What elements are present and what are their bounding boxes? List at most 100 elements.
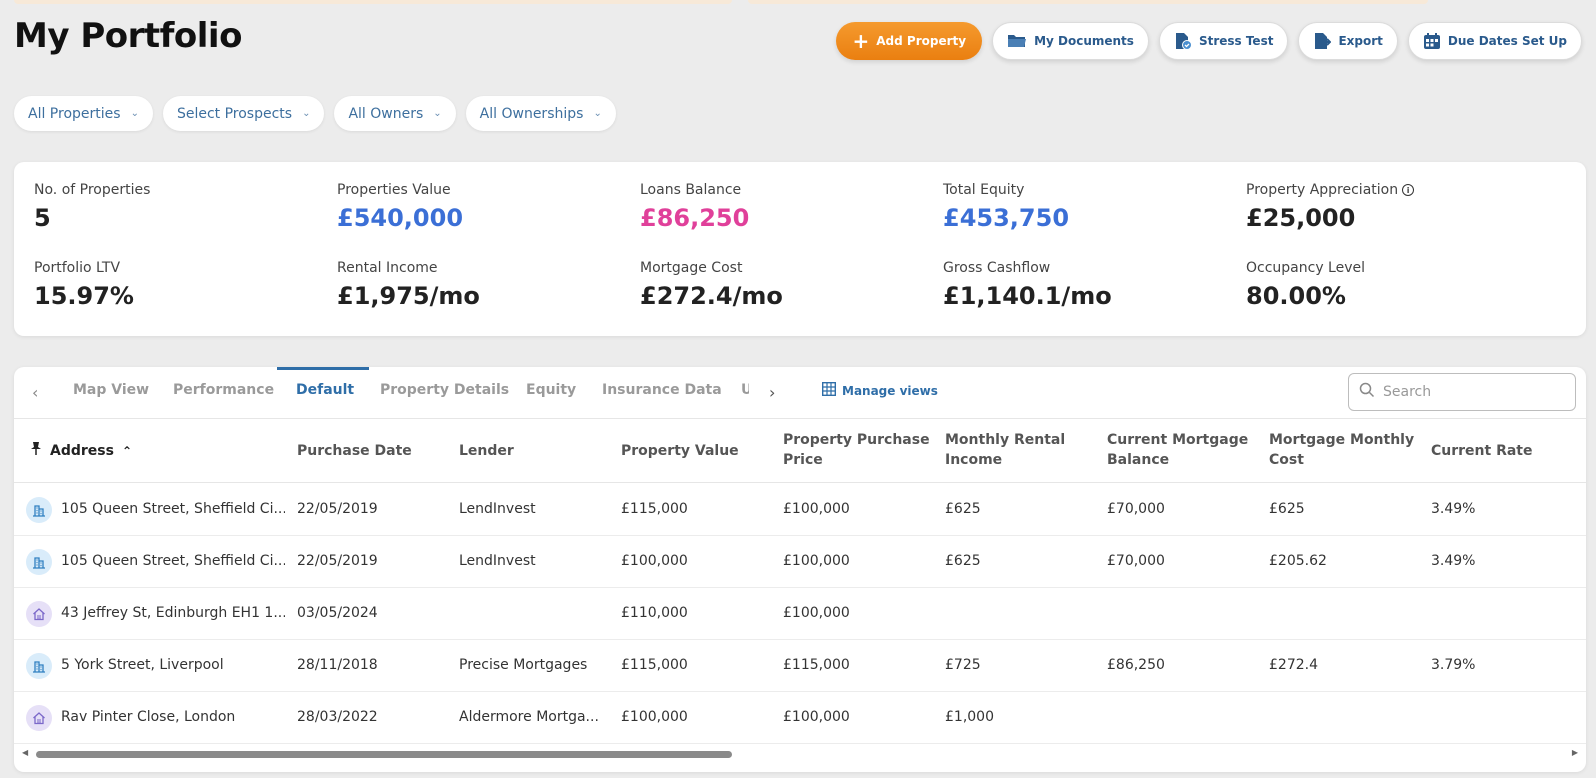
stat-mortgage-cost: Mortgage Cost £272.4/mo — [640, 260, 930, 310]
header-line: Balance — [1107, 452, 1170, 468]
column-header-property-value[interactable]: Property Value — [621, 443, 739, 459]
due-dates-label: Due Dates Set Up — [1447, 34, 1567, 48]
top-banner-right — [748, 0, 1428, 4]
cell-purchase-date: 28/11/2018 — [297, 657, 378, 673]
tab-default[interactable]: Default — [296, 382, 355, 398]
tab-insurance-data[interactable]: Insurance Data — [602, 382, 722, 398]
cell-rental-income: £1,000 — [945, 709, 994, 725]
toolbar: + Add Property My Documents Stress Test … — [836, 22, 1582, 60]
building-icon — [26, 653, 52, 679]
header-line: Income — [945, 452, 1003, 468]
search-input[interactable] — [1383, 384, 1563, 400]
grid-icon — [821, 381, 837, 399]
cell-mortgage-cost: £272.4 — [1269, 657, 1318, 673]
stat-value: £86,250 — [640, 204, 750, 232]
stat-label: Gross Cashflow — [943, 260, 1051, 276]
cell-address[interactable]: 105 Queen Street, Sheffield Ci... — [61, 501, 285, 517]
cell-current-rate: 3.49% — [1431, 501, 1476, 517]
stat-gross-cashflow: Gross Cashflow £1,140.1/mo — [943, 260, 1233, 310]
table-row[interactable]: 5 York Street, Liverpool 28/11/2018 Precis… — [14, 640, 1586, 692]
stat-value: 15.97% — [34, 282, 134, 310]
cell-purchase-date: 03/05/2024 — [297, 605, 378, 621]
properties-table-card: ‹ Map View Performance Default Property … — [14, 367, 1586, 772]
horizontal-scrollbar[interactable]: ◀ ▶ — [22, 748, 1578, 758]
page-title: My Portfolio — [14, 16, 242, 56]
export-label: Export — [1338, 34, 1383, 48]
tab-property-details[interactable]: Property Details — [380, 382, 510, 398]
cell-rental-income: £625 — [945, 553, 981, 569]
cell-rental-income: £725 — [945, 657, 981, 673]
active-tab-indicator — [277, 367, 369, 370]
cell-purchase-price: £100,000 — [783, 501, 850, 517]
header-line: Current Mortgage — [1107, 432, 1249, 448]
cell-address[interactable]: 5 York Street, Liverpool — [61, 657, 224, 673]
manage-views-button[interactable]: Manage views — [821, 381, 938, 399]
column-header-mortgage-balance[interactable]: Current Mortgage Balance — [1107, 430, 1248, 470]
due-dates-button[interactable]: Due Dates Set Up — [1407, 22, 1582, 60]
table-row[interactable]: 105 Queen Street, Sheffield Ci... 22/05/2… — [14, 484, 1586, 536]
tab-performance[interactable]: Performance — [173, 382, 275, 398]
view-tabs: ‹ Map View Performance Default Property … — [14, 367, 1586, 419]
scroll-right-icon[interactable]: ▶ — [1571, 748, 1578, 757]
sort-ascending-icon[interactable]: ⌃ — [121, 444, 133, 458]
header-line: Monthly Rental — [945, 432, 1066, 448]
export-icon — [1313, 32, 1332, 50]
column-header-mortgage-cost[interactable]: Mortgage Monthly Cost — [1269, 430, 1414, 470]
filter-all-ownerships[interactable]: All Ownerships ⌄ — [465, 96, 616, 131]
header-line: Cost — [1269, 452, 1304, 468]
column-header-address[interactable]: Address ⌃ — [30, 441, 132, 461]
cell-lender: LendInvest — [459, 501, 536, 517]
cell-lender: Precise Mortgages — [459, 657, 588, 673]
filter-select-prospects[interactable]: Select Prospects ⌄ — [162, 96, 325, 131]
export-button[interactable]: Export — [1298, 22, 1398, 60]
manage-views-label: Manage views — [842, 383, 938, 398]
filter-all-owners[interactable]: All Owners ⌄ — [334, 96, 456, 131]
info-icon[interactable]: i — [1402, 184, 1415, 196]
stat-value: £25,000 — [1246, 204, 1356, 232]
stat-label: Mortgage Cost — [640, 260, 743, 276]
chevron-right-icon[interactable]: › — [769, 383, 776, 402]
cell-property-value: £115,000 — [621, 501, 688, 517]
cell-address[interactable]: Rav Pinter Close, London — [61, 709, 236, 725]
search-icon — [1359, 382, 1375, 402]
chevron-left-icon[interactable]: ‹ — [32, 383, 39, 402]
column-header-rental-income[interactable]: Monthly Rental Income — [945, 430, 1065, 470]
portfolio-summary-card: No. of Properties 5 Properties Value £54… — [14, 162, 1586, 336]
tab-equity[interactable]: Equity — [526, 382, 577, 398]
cell-property-value: £100,000 — [621, 553, 688, 569]
cell-mortgage-balance: £70,000 — [1107, 553, 1165, 569]
scrollbar-thumb[interactable] — [36, 751, 732, 758]
column-header-current-rate[interactable]: Current Rate — [1431, 443, 1533, 459]
stat-label: Occupancy Level — [1246, 260, 1366, 276]
stat-value: £1,140.1/mo — [943, 282, 1112, 310]
cell-purchase-price: £115,000 — [783, 657, 850, 673]
scroll-left-icon[interactable]: ◀ — [22, 748, 29, 757]
cell-purchase-price: £100,000 — [783, 553, 850, 569]
cell-purchase-date: 28/03/2022 — [297, 709, 378, 725]
table-row[interactable]: Rav Pinter Close, London 28/03/2022 Alderm… — [14, 692, 1586, 744]
stress-test-button[interactable]: Stress Test — [1158, 22, 1289, 60]
house-icon — [26, 601, 52, 627]
filter-all-properties[interactable]: All Properties ⌄ — [14, 96, 153, 131]
cell-address[interactable]: 43 Jeffrey St, Edinburgh EH1 1... — [61, 605, 285, 621]
pin-icon[interactable] — [30, 441, 42, 461]
my-documents-button[interactable]: My Documents — [992, 22, 1149, 60]
add-property-button[interactable]: + Add Property — [836, 22, 983, 60]
chevron-down-icon: ⌄ — [302, 108, 311, 119]
cell-mortgage-cost: £205.62 — [1269, 553, 1327, 569]
stat-value: £272.4/mo — [640, 282, 783, 310]
header-line: Price — [783, 452, 823, 468]
header-line: Property Purchase — [783, 432, 930, 448]
tab-map-view[interactable]: Map View — [73, 382, 150, 398]
column-header-purchase-date[interactable]: Purchase Date — [297, 443, 412, 459]
cell-address[interactable]: 105 Queen Street, Sheffield Ci... — [61, 553, 285, 569]
tab-partial[interactable]: U — [741, 382, 749, 398]
column-header-lender[interactable]: Lender — [459, 443, 514, 459]
table-row[interactable]: 105 Queen Street, Sheffield Ci... 22/05/2… — [14, 536, 1586, 588]
cell-purchase-date: 22/05/2019 — [297, 553, 378, 569]
stat-label: No. of Properties — [34, 182, 151, 198]
cell-current-rate: 3.49% — [1431, 553, 1476, 569]
table-row[interactable]: 43 Jeffrey St, Edinburgh EH1 1... 03/05/2… — [14, 588, 1586, 640]
column-header-purchase-price[interactable]: Property Purchase Price — [783, 430, 930, 470]
column-header-label: Address — [50, 443, 114, 459]
